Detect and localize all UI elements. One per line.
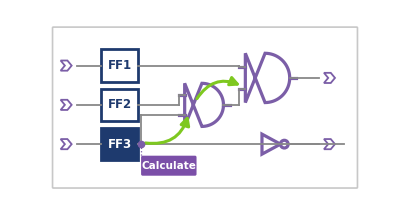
FancyBboxPatch shape [52, 27, 358, 188]
FancyBboxPatch shape [101, 128, 138, 160]
FancyBboxPatch shape [101, 89, 138, 121]
Text: Calculate: Calculate [141, 161, 196, 171]
Text: FF3: FF3 [108, 138, 132, 151]
FancyBboxPatch shape [101, 49, 138, 82]
FancyBboxPatch shape [141, 156, 196, 176]
Text: FF1: FF1 [108, 59, 132, 72]
Text: FF2: FF2 [108, 98, 132, 111]
